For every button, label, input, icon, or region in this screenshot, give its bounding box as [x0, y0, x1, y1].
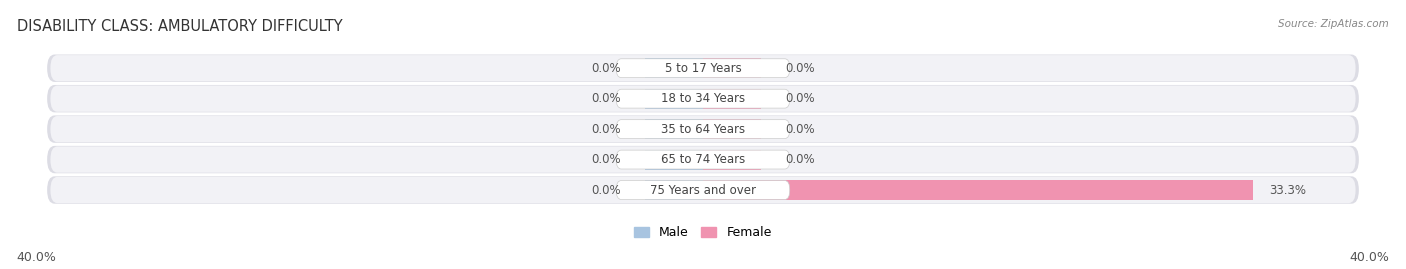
- FancyBboxPatch shape: [51, 147, 1355, 173]
- FancyBboxPatch shape: [48, 115, 1358, 143]
- Text: 0.0%: 0.0%: [591, 153, 620, 166]
- Text: 0.0%: 0.0%: [591, 183, 620, 197]
- Text: 40.0%: 40.0%: [1350, 251, 1389, 264]
- Bar: [645, 119, 703, 139]
- Text: Source: ZipAtlas.com: Source: ZipAtlas.com: [1278, 19, 1389, 29]
- Text: 18 to 34 Years: 18 to 34 Years: [661, 92, 745, 105]
- FancyBboxPatch shape: [48, 55, 1358, 82]
- Text: 75 Years and over: 75 Years and over: [650, 183, 756, 197]
- Bar: [645, 180, 703, 200]
- FancyBboxPatch shape: [616, 150, 790, 169]
- Text: DISABILITY CLASS: AMBULATORY DIFFICULTY: DISABILITY CLASS: AMBULATORY DIFFICULTY: [17, 19, 343, 34]
- Text: 0.0%: 0.0%: [591, 92, 620, 105]
- FancyBboxPatch shape: [51, 86, 1355, 112]
- FancyBboxPatch shape: [616, 59, 790, 78]
- Text: 0.0%: 0.0%: [591, 62, 620, 75]
- Text: 0.0%: 0.0%: [786, 62, 815, 75]
- Text: 35 to 64 Years: 35 to 64 Years: [661, 123, 745, 136]
- Bar: [703, 150, 761, 170]
- Text: 40.0%: 40.0%: [17, 251, 56, 264]
- Text: 65 to 74 Years: 65 to 74 Years: [661, 153, 745, 166]
- Text: 5 to 17 Years: 5 to 17 Years: [665, 62, 741, 75]
- Bar: [703, 119, 761, 139]
- FancyBboxPatch shape: [616, 89, 790, 108]
- Text: 0.0%: 0.0%: [786, 123, 815, 136]
- Bar: [645, 89, 703, 109]
- Bar: [645, 58, 703, 78]
- Text: 33.3%: 33.3%: [1270, 183, 1306, 197]
- Text: 0.0%: 0.0%: [786, 153, 815, 166]
- FancyBboxPatch shape: [616, 180, 790, 200]
- FancyBboxPatch shape: [48, 146, 1358, 173]
- FancyBboxPatch shape: [51, 55, 1355, 81]
- FancyBboxPatch shape: [51, 177, 1355, 203]
- FancyBboxPatch shape: [616, 120, 790, 139]
- Legend: Male, Female: Male, Female: [634, 226, 772, 239]
- Text: 0.0%: 0.0%: [591, 123, 620, 136]
- Bar: [703, 180, 1253, 200]
- Bar: [703, 58, 761, 78]
- Bar: [703, 89, 761, 109]
- FancyBboxPatch shape: [48, 85, 1358, 112]
- Text: 0.0%: 0.0%: [786, 92, 815, 105]
- Bar: [645, 150, 703, 170]
- FancyBboxPatch shape: [51, 116, 1355, 142]
- FancyBboxPatch shape: [48, 176, 1358, 204]
